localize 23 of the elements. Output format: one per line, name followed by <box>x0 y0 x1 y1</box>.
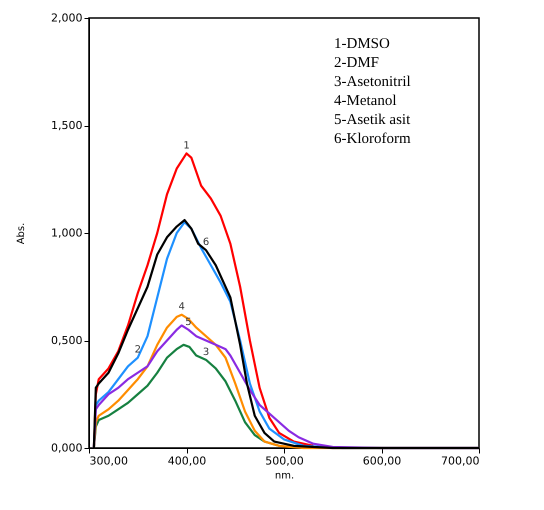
x-axis-title: nm. <box>274 470 294 482</box>
x-tick-label: 700,00 <box>441 454 480 468</box>
annotation: 6-Kloroform <box>334 131 411 147</box>
y-tick-label: 1,000 <box>51 226 82 240</box>
y-tick-label: 0,500 <box>51 334 82 347</box>
annotation: 3 <box>202 346 210 358</box>
x-tick-label: 600,00 <box>362 454 402 468</box>
annotation: 3-Asetonitril <box>334 74 411 90</box>
annotation: 1 <box>183 140 190 152</box>
annotation: 2-DMF <box>334 55 380 71</box>
x-tick-label: 500,00 <box>265 454 304 468</box>
x-tick-label: 400,00 <box>168 454 206 468</box>
annotation: 4 <box>178 302 185 313</box>
annotation: 6 <box>202 237 210 248</box>
y-tick-label: 0,000 <box>51 442 82 454</box>
y-tick-label: 1,500 <box>51 119 82 132</box>
y-tick-label: 2,000 <box>51 12 82 24</box>
annotation: 5-Asetik asit <box>334 112 412 128</box>
x-tick-label: 300,00 <box>90 454 128 468</box>
y-axis-title: Abs. <box>16 222 28 244</box>
annotation: 1-DMSO <box>334 36 390 52</box>
annotation: 4-Metanol <box>334 93 396 109</box>
annotation: 2 <box>134 344 141 356</box>
